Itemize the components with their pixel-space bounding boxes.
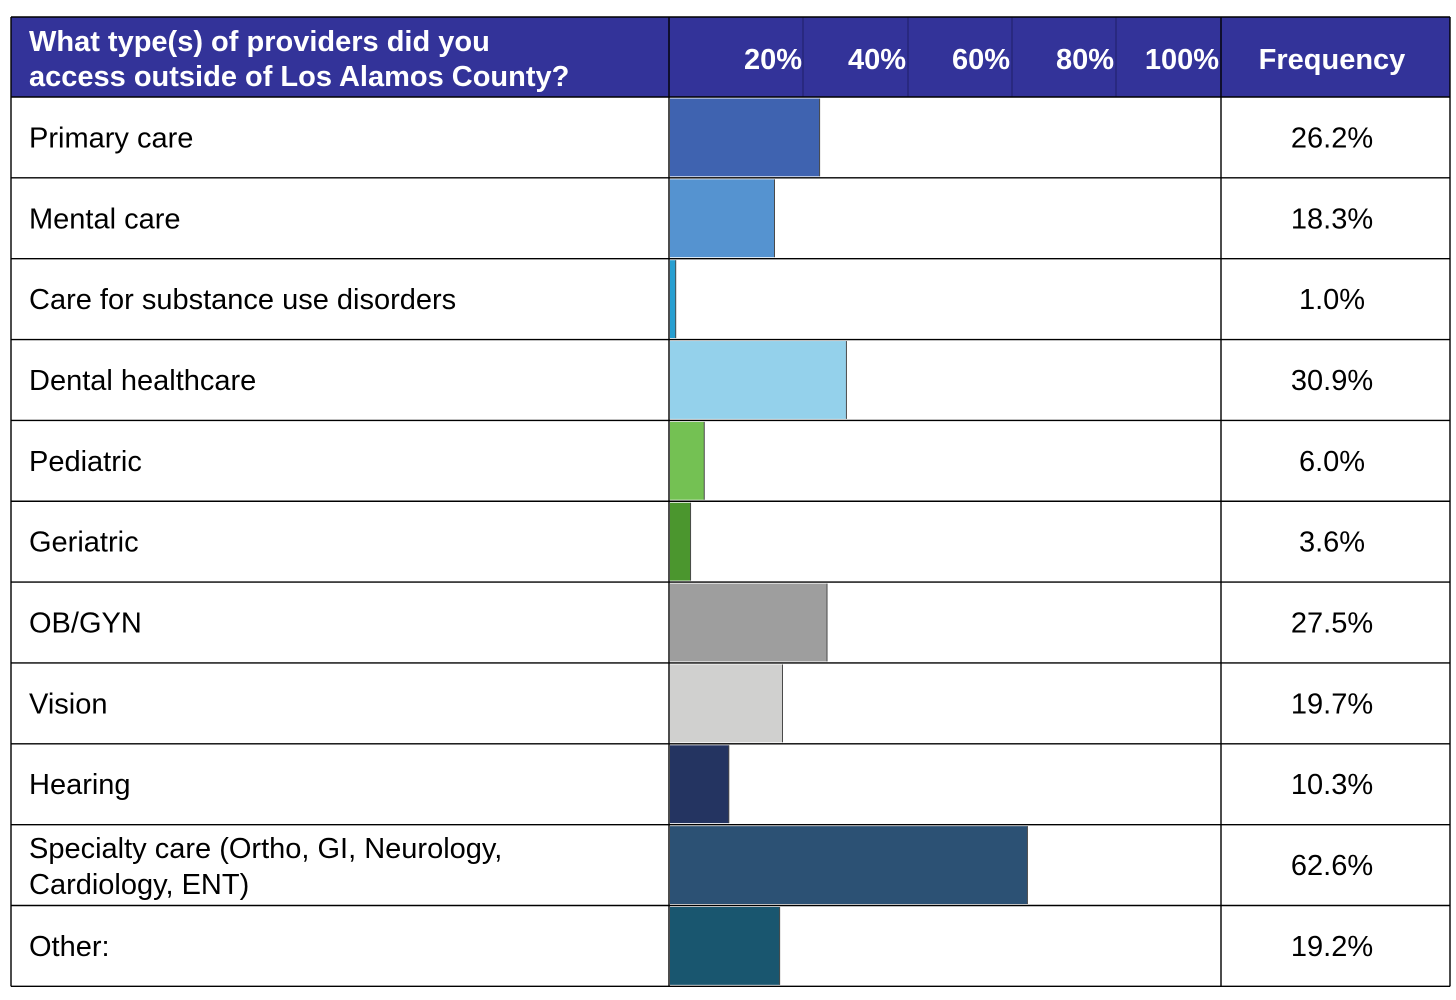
bar-1: [670, 98, 820, 177]
frequency-header: Frequency: [1259, 44, 1406, 76]
row-value: 27.5%: [1291, 608, 1373, 640]
row-label: Cardiology, ENT): [29, 869, 249, 901]
row-value: 19.2%: [1291, 931, 1373, 963]
bar-8: [670, 664, 783, 743]
bar-2: [670, 179, 775, 258]
bar-7: [670, 583, 828, 662]
row-label: Specialty care (Ortho, GI, Neurology,: [29, 833, 502, 865]
row-value: 26.2%: [1291, 122, 1373, 154]
row-label: Vision: [29, 688, 107, 720]
bar-11: [670, 907, 780, 985]
bar-5: [670, 421, 705, 500]
row-label: Care for substance use disorders: [29, 284, 456, 316]
axis-tick-label: 60%: [952, 44, 1010, 76]
bar-6: [670, 502, 691, 581]
row-value: 18.3%: [1291, 203, 1373, 235]
row-label: Mental care: [29, 203, 181, 235]
bar-3: [670, 260, 676, 339]
row-label: Dental healthcare: [29, 365, 256, 397]
row-value: 6.0%: [1299, 446, 1365, 478]
row-value: 30.9%: [1291, 365, 1373, 397]
row-value: 1.0%: [1299, 284, 1365, 316]
row-label: Pediatric: [29, 446, 142, 478]
row-label: Primary care: [29, 122, 193, 154]
axis-tick-label: 40%: [848, 44, 906, 76]
axis-tick-label: 100%: [1145, 44, 1219, 76]
bar-10: [670, 826, 1028, 904]
row-label: Hearing: [29, 769, 131, 801]
header-title-line: access outside of Los Alamos County?: [29, 61, 569, 93]
row-value: 19.7%: [1291, 688, 1373, 720]
row-label: Geriatric: [29, 527, 139, 559]
axis-tick-label: 20%: [744, 44, 802, 76]
header-title-line: What type(s) of providers did you: [29, 26, 490, 58]
axis-tick-label: 80%: [1056, 44, 1114, 76]
row-value: 62.6%: [1291, 850, 1373, 882]
row-value: 10.3%: [1291, 769, 1373, 801]
row-label: Other:: [29, 931, 110, 963]
row-label: OB/GYN: [29, 608, 142, 640]
row-value: 3.6%: [1299, 527, 1365, 559]
bar-4: [670, 341, 847, 419]
header-background: [11, 17, 1450, 97]
bar-9: [670, 745, 729, 824]
